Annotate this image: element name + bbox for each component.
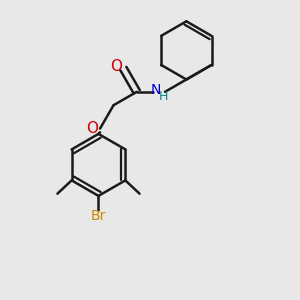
- Text: O: O: [110, 58, 122, 74]
- Text: O: O: [86, 121, 98, 136]
- Text: H: H: [159, 90, 168, 103]
- Text: N: N: [151, 83, 161, 97]
- Text: Br: Br: [91, 209, 106, 223]
